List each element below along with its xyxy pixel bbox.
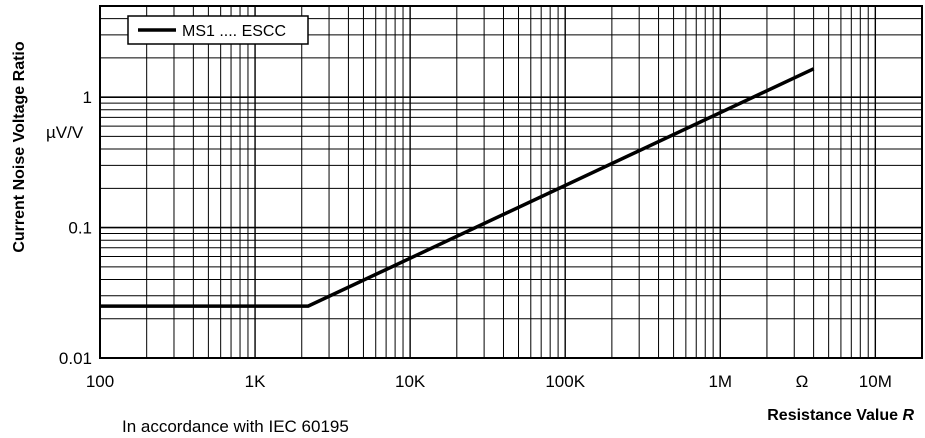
x-axis-title-variable: R	[902, 407, 914, 424]
x-axis-unit: Ω	[796, 372, 809, 391]
y-tick-label: 0.1	[68, 219, 92, 238]
y-tick-labels: 0.01 0.1 1	[59, 88, 92, 368]
plot-frame	[99, 5, 923, 359]
y-axis-unit: µV/V	[46, 123, 84, 142]
y-tick-label: 0.01	[59, 349, 92, 368]
x-axis-title-text: Resistance Value	[767, 407, 902, 424]
x-tick-labels: 100 1K 10K 100K 1M 10M	[86, 372, 892, 391]
series-line-0	[100, 67, 815, 308]
x-tick-label: 10K	[395, 372, 426, 391]
x-tick-label: 1K	[245, 372, 266, 391]
grid	[99, 5, 923, 359]
y-axis-title: Current Noise Voltage Ratio	[11, 41, 28, 253]
x-axis-title: Resistance Value R	[767, 407, 914, 424]
standard-note: In accordance with IEC 60195	[122, 417, 349, 436]
x-tick-label: 10M	[859, 372, 892, 391]
series-layer	[100, 67, 815, 308]
y-tick-label: 1	[83, 88, 92, 107]
legend: MS1 .... ESCC	[127, 15, 309, 45]
legend-label: MS1 .... ESCC	[182, 23, 286, 40]
x-tick-label: 100	[86, 372, 114, 391]
x-tick-label: 1M	[708, 372, 732, 391]
x-tick-label: 100K	[545, 372, 585, 391]
